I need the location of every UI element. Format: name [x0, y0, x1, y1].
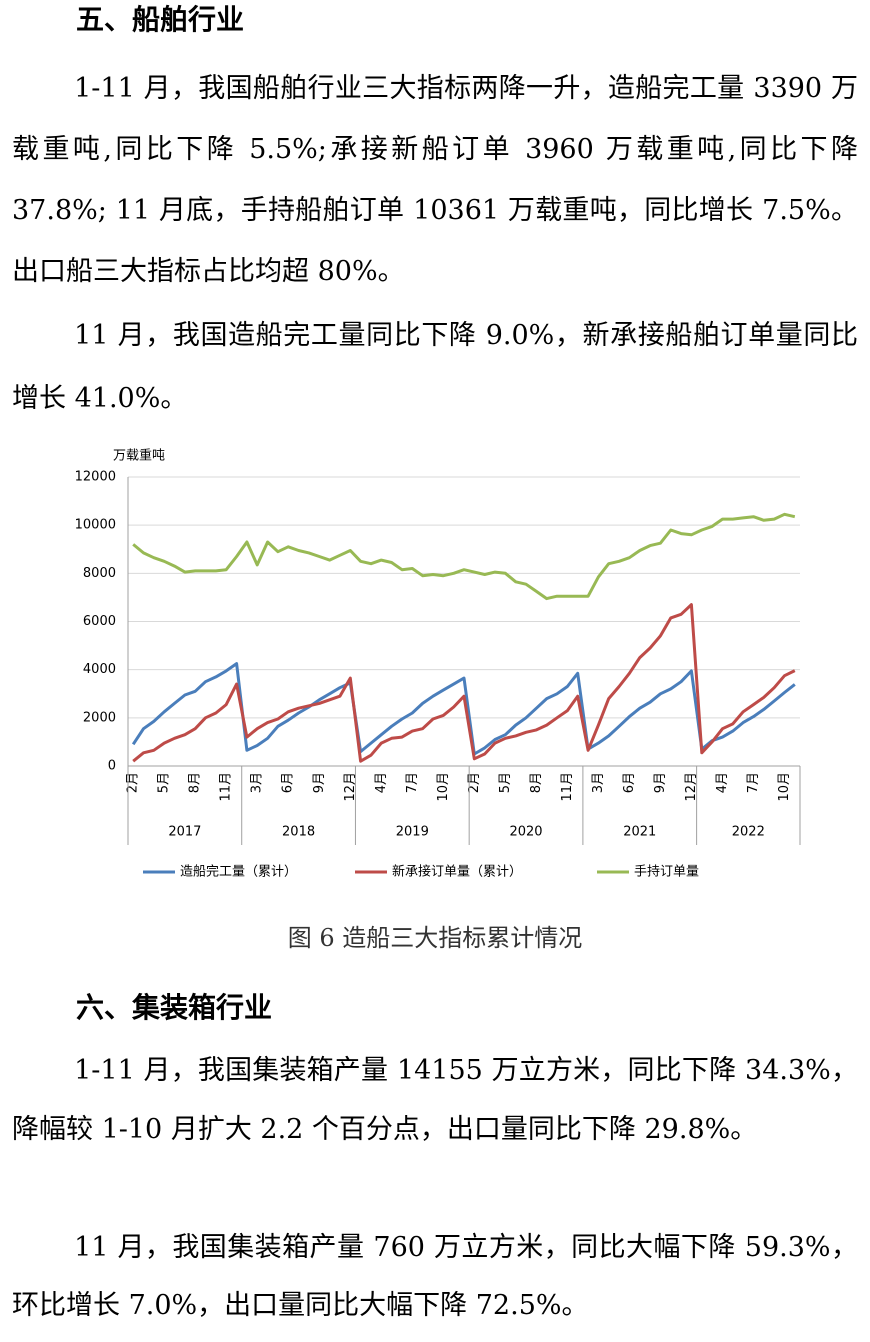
- y-tick-label: 12000: [75, 470, 116, 485]
- y-tick-label: 4000: [83, 662, 116, 677]
- x-tick-label: 7月: [405, 772, 420, 793]
- y-tick-label: 8000: [83, 566, 116, 581]
- x-tick-label: 9月: [312, 772, 327, 793]
- x-tick-label: 7月: [746, 772, 761, 793]
- series-line: [132, 603, 796, 763]
- x-tick-label: 2月: [467, 772, 482, 793]
- x-tick-label: 5月: [498, 772, 513, 793]
- x-tick-label: 4月: [715, 772, 730, 793]
- x-tick-label: 4月: [374, 772, 389, 793]
- section-heading: 六、集装箱行业: [76, 991, 273, 1024]
- paragraph: 1-11 月，我国集装箱产量 14155 万立方米，同比下降 34.3%，降幅较…: [12, 1055, 858, 1145]
- x-tick-label: 10月: [436, 772, 451, 802]
- paragraph: 11 月，我国造船完工量同比下降 9.0%，新承接船舶订单量同比增长 41.0%…: [12, 320, 858, 414]
- y-tick-label: 6000: [83, 614, 116, 629]
- x-tick-label: 8月: [529, 772, 544, 793]
- x-group-label: 2020: [509, 825, 542, 840]
- x-group-label: 2018: [282, 825, 315, 840]
- figure-caption: 图 6 造船三大指标累计情况: [287, 924, 583, 952]
- x-tick-label: 3月: [250, 772, 265, 793]
- x-tick-label: 3月: [591, 772, 606, 793]
- section-heading: 五、船舶行业: [76, 3, 245, 36]
- x-tick-label: 12月: [684, 772, 699, 802]
- x-tick-label: 9月: [653, 772, 668, 793]
- x-tick-label: 5月: [157, 772, 172, 793]
- x-tick-label: 10月: [777, 772, 792, 802]
- x-tick-label: 2月: [126, 772, 141, 793]
- x-group-label: 2021: [623, 825, 656, 840]
- y-tick-label: 2000: [83, 710, 116, 725]
- x-tick-label: 6月: [281, 772, 296, 793]
- paragraph: 11 月，我国集装箱产量 760 万立方米，同比大幅下降 59.3%，环比增长 …: [12, 1232, 858, 1321]
- x-tick-label: 6月: [622, 772, 637, 793]
- legend-label: 造船完工量（累计）: [180, 865, 297, 880]
- x-tick-label: 11月: [560, 772, 575, 802]
- x-tick-label: 11月: [219, 772, 234, 802]
- chart: 万载重吨 0 2000 4000 6000 8000 10000 12000 2月 5月 8月 11…: [75, 448, 801, 880]
- x-tick-label: 8月: [188, 772, 203, 793]
- y-axis-title: 万载重吨: [113, 448, 165, 464]
- legend-label: 手持订单量: [634, 865, 699, 880]
- x-group-label: 2017: [168, 825, 201, 840]
- x-group-label: 2022: [732, 825, 765, 840]
- paragraph: 1-11 月，我国船舶行业三大指标两降一升，造船完工量 3390 万载重吨,同比…: [12, 73, 858, 287]
- series-line: [132, 512, 796, 601]
- y-tick-label: 0: [108, 759, 116, 774]
- y-tick-label: 10000: [75, 518, 116, 533]
- x-group-label: 2019: [396, 825, 429, 840]
- x-tick-label: 12月: [343, 772, 358, 802]
- legend-label: 新承接订单量（累计）: [392, 864, 522, 880]
